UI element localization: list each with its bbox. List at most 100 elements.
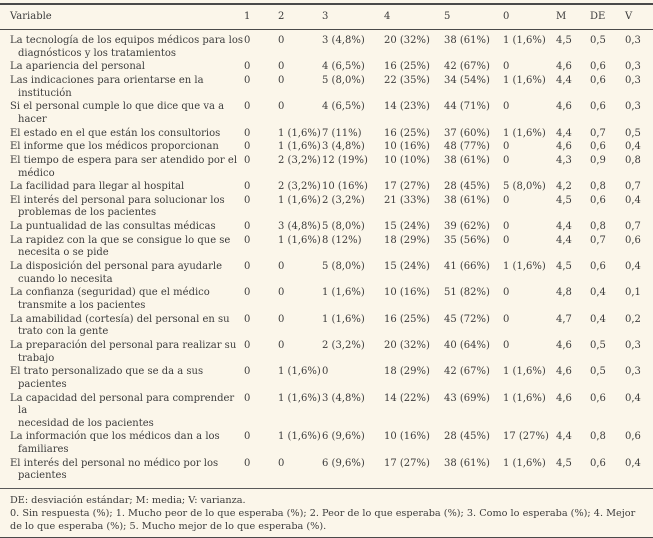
value-cell-0: 0: [503, 313, 510, 325]
value-cell-5: 34 (54%): [444, 74, 490, 86]
value-cell-1: 0: [244, 261, 251, 273]
value-cell-de: 0,6: [590, 261, 606, 273]
value-cell-5: 38 (61%): [444, 154, 490, 166]
value-cell-2: 0: [278, 35, 285, 46]
value-cell-4: 21 (33%): [384, 194, 430, 206]
value-cell-1: 0: [244, 366, 251, 378]
value-cell-4: 20 (32%): [384, 35, 430, 46]
header-row: Variable 1 2 3 4 5 0 M DE V: [0, 5, 653, 30]
value-cell-v: 0,4: [625, 194, 641, 206]
variable-label: La confianza (seguridad) que el médico t…: [10, 287, 210, 311]
value-cell-1: 0: [244, 141, 251, 153]
value-cell-1: 0: [244, 61, 251, 73]
value-cell-v: 0,7: [625, 181, 641, 193]
value-cell-1: 0: [244, 457, 251, 469]
value-cell-2: 0: [278, 339, 285, 351]
footnote-scale: 0. Sin respuesta (%); 1. Mucho peor de l…: [10, 508, 636, 533]
value-cell-v: 0,4: [625, 261, 641, 273]
value-cell-m: 4,8: [556, 287, 572, 299]
value-cell-0: 5 (8,0%): [503, 181, 546, 193]
variable-label: Las indicaciones para orientarse en la i…: [10, 74, 204, 99]
value-cell-1: 0: [244, 234, 251, 246]
value-cell-0: 0: [503, 339, 510, 351]
value-cell-1: 0: [244, 181, 251, 193]
value-cell-0: 1 (1,6%): [503, 74, 546, 86]
value-cell-5: 51 (82%): [444, 287, 490, 299]
value-cell-2: 0: [278, 61, 285, 73]
value-cell-m: 4,4: [556, 431, 572, 443]
table-row: Las indicaciones para orientarse en la i…: [0, 74, 653, 100]
value-cell-1: 0: [244, 392, 251, 404]
value-cell-v: 0,1: [625, 287, 641, 299]
value-cell-5: 41 (66%): [444, 261, 490, 273]
value-cell-de: 0,6: [590, 392, 606, 404]
variable-label: La información que los médicos dan a los…: [10, 431, 220, 455]
value-cell-5: 37 (60%): [444, 127, 490, 139]
value-cell-m: 4,7: [556, 313, 572, 325]
value-cell-v: 0,7: [625, 221, 641, 233]
table-row: La facilidad para llegar al hospital 0 2…: [0, 181, 653, 195]
column-header-0: 0: [503, 5, 556, 30]
value-cell-v: 0,4: [625, 141, 641, 153]
value-cell-de: 0,8: [590, 431, 606, 443]
value-cell-v: 0,3: [625, 74, 641, 86]
value-cell-m: 4,4: [556, 234, 572, 246]
value-cell-m: 4,4: [556, 221, 572, 233]
value-cell-de: 0,6: [590, 457, 606, 469]
value-cell-2: 0: [278, 261, 285, 273]
variable-label: La capacidad del personal para comprende…: [10, 392, 235, 429]
value-cell-4: 15 (24%): [384, 221, 430, 233]
value-cell-1: 0: [244, 127, 251, 139]
value-cell-3: 12 (19%): [322, 154, 368, 166]
value-cell-v: 0,5: [625, 127, 641, 139]
value-cell-3: 1 (1,6%): [322, 313, 365, 325]
table-row: La rapidez con la que se consigue lo que…: [0, 234, 653, 260]
value-cell-2: 1 (1,6%): [278, 127, 321, 139]
value-cell-4: 10 (10%): [384, 154, 430, 166]
value-cell-5: 44 (71%): [444, 101, 490, 113]
variable-label: La disposición del personal para ayudarl…: [10, 261, 223, 285]
value-cell-de: 0,5: [590, 339, 606, 351]
value-cell-5: 40 (64%): [444, 339, 490, 351]
variable-label: El tiempo de espera para ser atendido po…: [10, 154, 238, 179]
value-cell-5: 38 (61%): [444, 35, 490, 46]
value-cell-m: 4,6: [556, 141, 572, 153]
footnote-abbreviations: DE: desviación estándar; M: media; V: va…: [10, 495, 246, 507]
value-cell-5: 39 (62%): [444, 221, 490, 233]
value-cell-v: 0,8: [625, 154, 641, 166]
value-cell-de: 0,6: [590, 101, 606, 113]
value-cell-5: 38 (61%): [444, 194, 490, 206]
variable-label: El trato personalizado que se da a sus p…: [10, 366, 204, 390]
value-cell-2: 1 (1,6%): [278, 366, 321, 378]
value-cell-0: 1 (1,6%): [503, 366, 546, 378]
value-cell-2: 0: [278, 101, 285, 113]
value-cell-de: 0,7: [590, 234, 606, 246]
value-cell-m: 4,4: [556, 74, 572, 86]
value-cell-m: 4,5: [556, 35, 572, 46]
table-row: El interés del personal no médico por lo…: [0, 457, 653, 483]
value-cell-0: 0: [503, 221, 510, 233]
value-cell-m: 4,3: [556, 154, 572, 166]
value-cell-0: 0: [503, 287, 510, 299]
value-cell-m: 4,5: [556, 457, 572, 469]
value-cell-1: 0: [244, 101, 251, 113]
value-cell-3: 0: [322, 366, 329, 378]
variable-label: El interés del personal para solucionar …: [10, 194, 225, 219]
variable-label: Si el personal cumple lo que dice que va…: [10, 101, 225, 125]
value-cell-de: 0,4: [590, 287, 606, 299]
value-cell-de: 0,4: [590, 313, 606, 325]
data-table: Variable 1 2 3 4 5 0 M DE V La tecnologí…: [0, 5, 653, 483]
value-cell-1: 0: [244, 287, 251, 299]
value-cell-3: 4 (6,5%): [322, 61, 365, 73]
value-cell-3: 6 (9,6%): [322, 431, 365, 443]
value-cell-4: 14 (23%): [384, 101, 430, 113]
column-header-1: 1: [244, 5, 278, 30]
variable-label: La preparación del personal para realiza…: [10, 339, 237, 364]
value-cell-0: 1 (1,6%): [503, 261, 546, 273]
column-header-m: M: [556, 5, 590, 30]
value-cell-5: 42 (67%): [444, 366, 490, 378]
value-cell-4: 16 (25%): [384, 61, 430, 73]
value-cell-0: 0: [503, 61, 510, 73]
value-cell-5: 28 (45%): [444, 181, 490, 193]
value-cell-m: 4,6: [556, 101, 572, 113]
